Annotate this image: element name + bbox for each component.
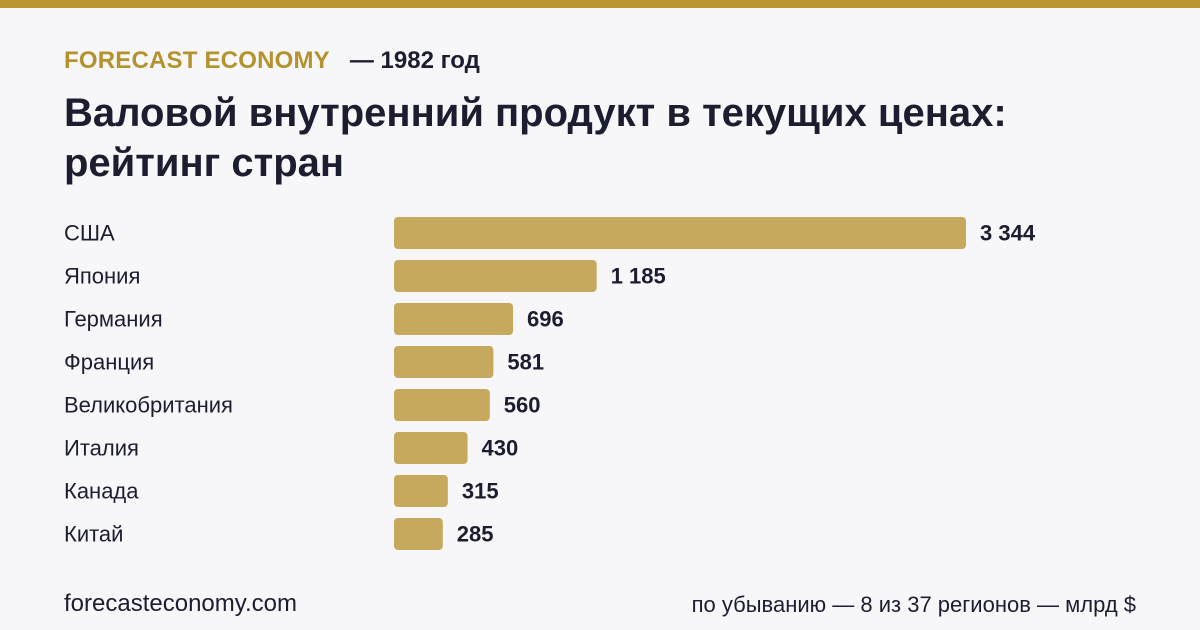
- category-label: Германия: [64, 307, 163, 332]
- footer-site: forecasteconomy.com: [64, 590, 297, 617]
- bar: [394, 432, 468, 464]
- value-label: 1 185: [611, 264, 666, 289]
- value-label: 285: [457, 522, 494, 547]
- bar: [394, 303, 514, 335]
- header: FORECAST ECONOMY — 1982 год: [64, 46, 480, 76]
- chart-title: Валовой внутренний продукт в текущих цен…: [64, 91, 1007, 185]
- bar: [394, 217, 966, 249]
- bar: [394, 389, 490, 421]
- year-label: — 1982 год: [349, 47, 480, 74]
- bar: [394, 346, 494, 378]
- category-label: США: [64, 221, 115, 246]
- category-label: Канада: [64, 479, 139, 504]
- value-label: 315: [462, 479, 499, 504]
- top-accent-stripe: [0, 0, 1200, 8]
- category-label: Япония: [64, 264, 140, 289]
- footer-note: по убыванию — 8 из 37 регионов — млрд $: [691, 592, 1136, 617]
- category-label: Китай: [64, 522, 123, 547]
- value-label: 581: [507, 350, 544, 375]
- bar: [394, 475, 448, 507]
- bar: [394, 260, 597, 292]
- brand-name: FORECAST ECONOMY: [64, 47, 330, 74]
- value-label: 3 344: [980, 221, 1036, 246]
- category-label: Италия: [64, 436, 139, 461]
- bar: [394, 518, 443, 550]
- category-label: Франция: [64, 350, 154, 375]
- value-label: 560: [504, 393, 541, 418]
- category-label: Великобритания: [64, 393, 233, 418]
- value-label: 696: [527, 307, 564, 332]
- value-label: 430: [482, 436, 519, 461]
